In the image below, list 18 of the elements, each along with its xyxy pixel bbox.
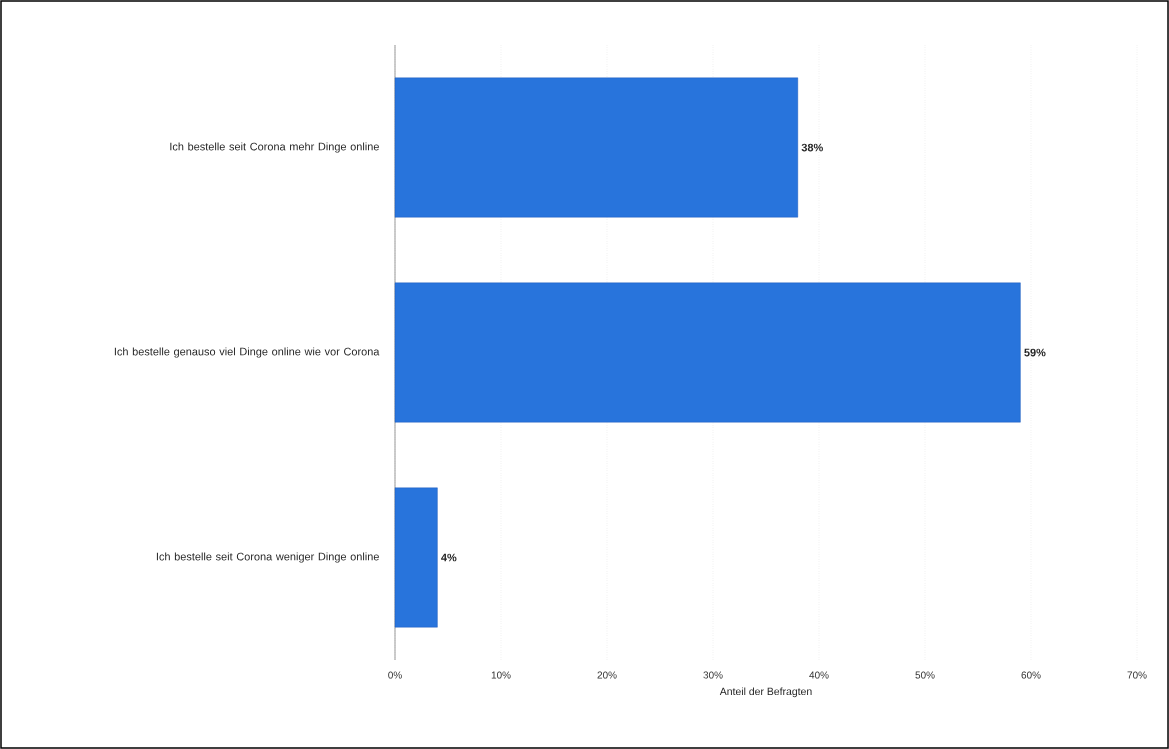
- x-tick-label: 0%: [388, 671, 402, 679]
- y-tick-label: Ich bestelle genauso viel Dinge online wie vor Corona: [114, 347, 380, 358]
- bar: [394, 282, 1021, 423]
- x-tick-label: 50%: [915, 671, 935, 679]
- x-tick-label: 70%: [1127, 671, 1147, 679]
- data-label: 4%: [441, 553, 457, 562]
- x-tick-label: 40%: [809, 671, 829, 679]
- y-tick-label: Ich bestelle seit Corona mehr Dinge online: [170, 142, 379, 153]
- bar: [394, 487, 438, 628]
- x-tick-label: 60%: [1021, 671, 1041, 679]
- x-tick-label: 10%: [491, 671, 511, 679]
- data-label: 59%: [1024, 348, 1046, 357]
- x-axis-title: Anteil der Befragten: [719, 687, 812, 698]
- data-label: 38%: [801, 143, 823, 152]
- bar: [394, 77, 798, 218]
- x-tick-label: 30%: [703, 671, 723, 679]
- y-tick-label: Ich bestelle seit Corona weniger Dinge online: [156, 552, 379, 563]
- x-tick-label: 20%: [597, 671, 617, 679]
